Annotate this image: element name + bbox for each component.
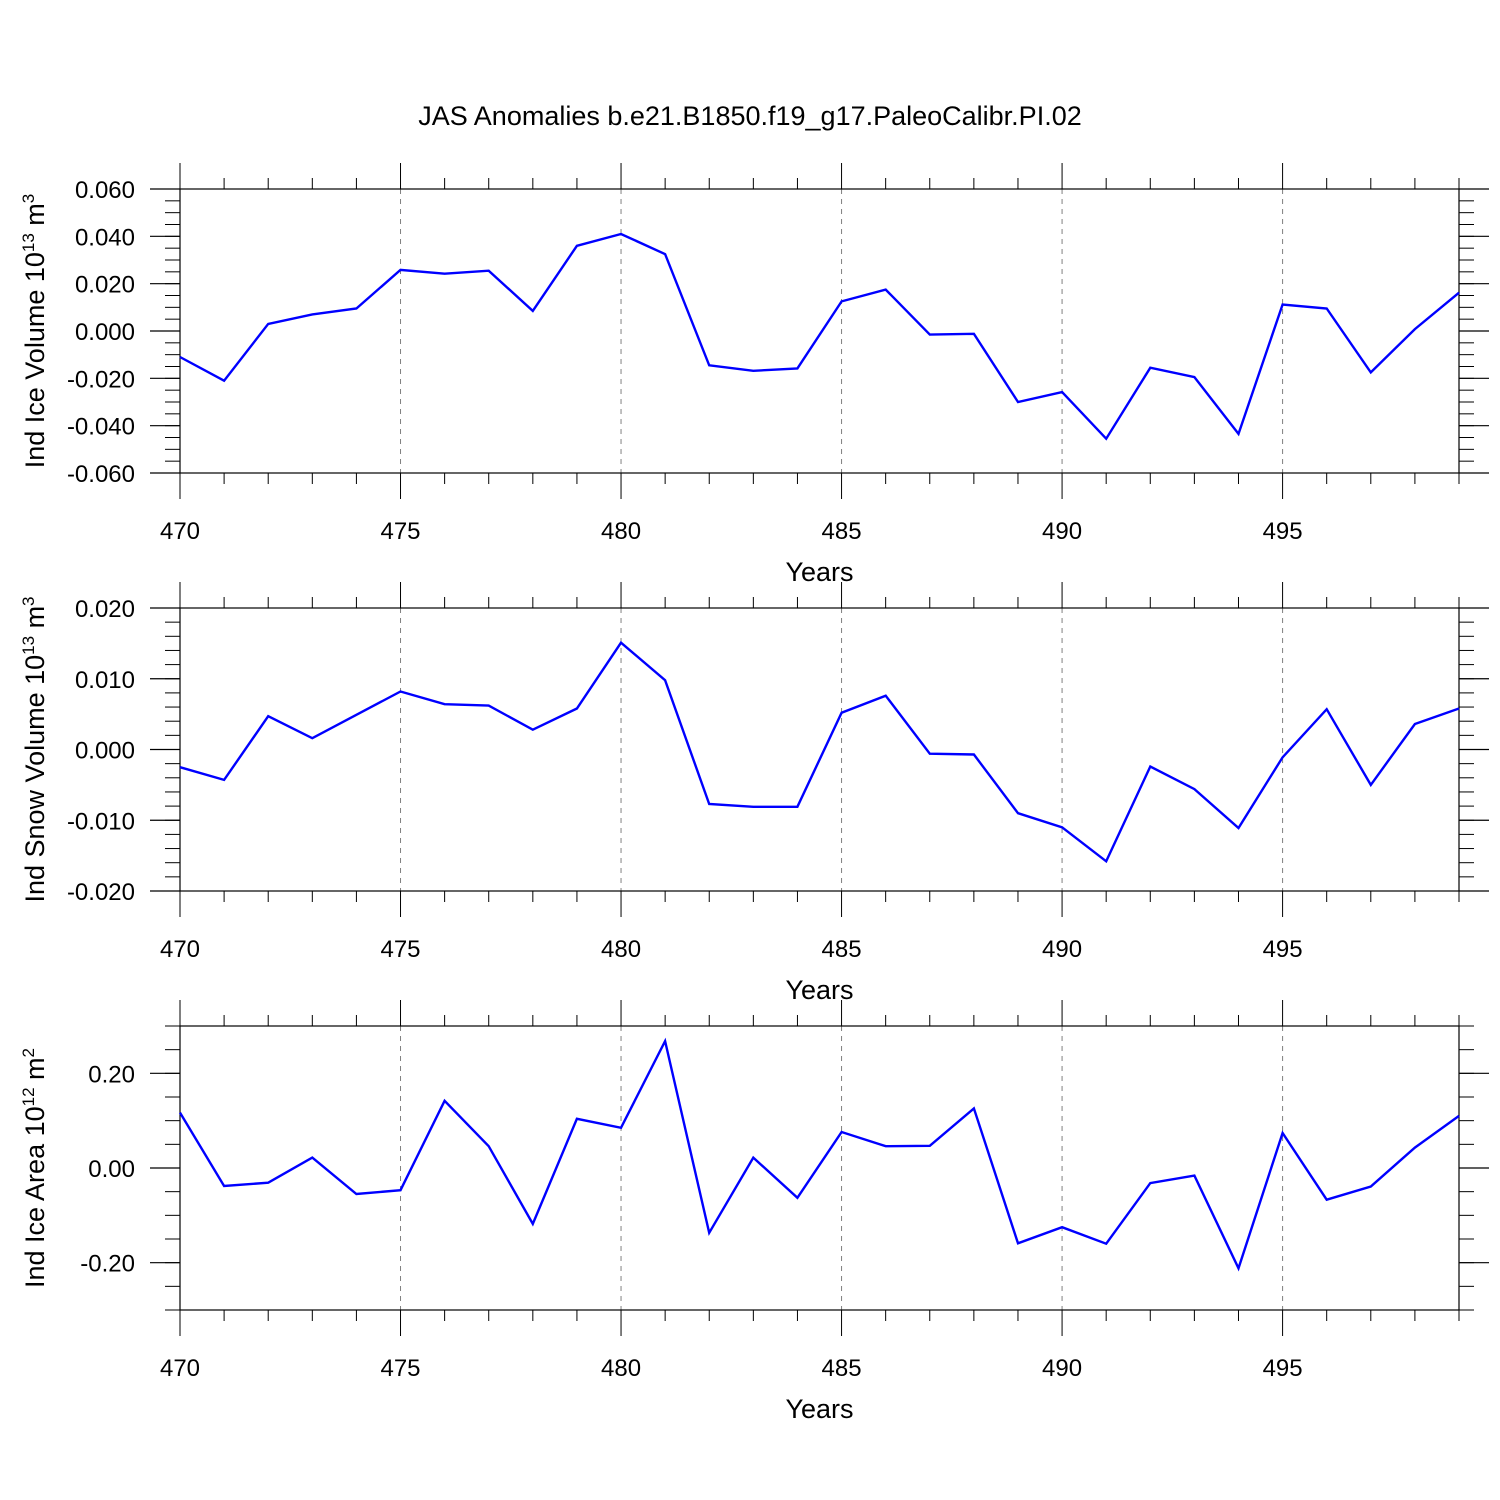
x-tick-label: 475: [380, 518, 420, 545]
x-tick-label: 470: [160, 936, 200, 963]
x-tick-label: 495: [1263, 936, 1303, 963]
y-tick-label: -0.010: [67, 808, 135, 835]
series-line: [178, 1037, 1460, 1272]
x-tick-label: 490: [1042, 518, 1082, 545]
x-tick-label: 480: [601, 518, 641, 545]
y-tick-label: 0.000: [75, 738, 135, 765]
y-tick-label: -0.020: [67, 366, 135, 393]
x-axis-label: Years: [785, 1394, 853, 1424]
y-axis-label: Ind Snow Volume 1013 m3: [19, 596, 50, 902]
panel-snow-volume: -0.020 -0.010 0.000 0.010 0.020 470 475 480 485 4…: [19, 582, 1489, 1005]
y-tick-label: 0.010: [75, 667, 135, 694]
x-axis-label: Years: [785, 557, 853, 587]
x-tick-label: 470: [160, 518, 200, 545]
x-tick-label: 485: [822, 1355, 862, 1382]
y-tick-label: 0.060: [75, 177, 135, 204]
y-tick-label: 0.20: [88, 1061, 135, 1088]
x-tick-label: 480: [601, 1355, 641, 1382]
x-tick-label: 475: [380, 936, 420, 963]
y-tick-label: 0.00: [88, 1156, 135, 1183]
x-tick-label: 485: [822, 936, 862, 963]
y-tick-label: -0.20: [80, 1251, 135, 1278]
x-tick-label: 470: [160, 1355, 200, 1382]
series-line: [179, 640, 1460, 864]
x-tick-label: 485: [822, 518, 862, 545]
y-tick-label: 0.020: [75, 272, 135, 299]
y-axis-label: Ind Ice Volume 1013 m3: [19, 194, 50, 469]
y-tick-label: 0.000: [75, 319, 135, 346]
x-tick-label: 480: [601, 936, 641, 963]
y-axis-label: Ind Ice Area 1012 m2: [19, 1048, 50, 1288]
panel-ice-volume: -0.060 -0.040 -0.020 0.000 0.020 0.040 0.060 47…: [19, 163, 1489, 587]
x-tick-label: 495: [1263, 1355, 1303, 1382]
y-tick-label: 0.040: [75, 224, 135, 251]
x-tick-label: 495: [1263, 518, 1303, 545]
y-tick-label: 0.020: [75, 596, 135, 623]
x-tick-label: 490: [1042, 936, 1082, 963]
x-tick-label: 475: [380, 1355, 420, 1382]
y-tick-label: -0.040: [67, 414, 135, 441]
chart-title: JAS Anomalies b.e21.B1850.f19_g17.PaleoC…: [418, 101, 1081, 131]
y-tick-label: -0.060: [67, 461, 135, 488]
panel-ice-area: -0.20 0.00 0.20 470 475 480 485 490 495 Years Ind …: [19, 1000, 1489, 1424]
series-line: [179, 232, 1460, 441]
y-tick-label: -0.020: [67, 879, 135, 906]
x-axis-label: Years: [785, 975, 853, 1005]
x-tick-label: 490: [1042, 1355, 1082, 1382]
